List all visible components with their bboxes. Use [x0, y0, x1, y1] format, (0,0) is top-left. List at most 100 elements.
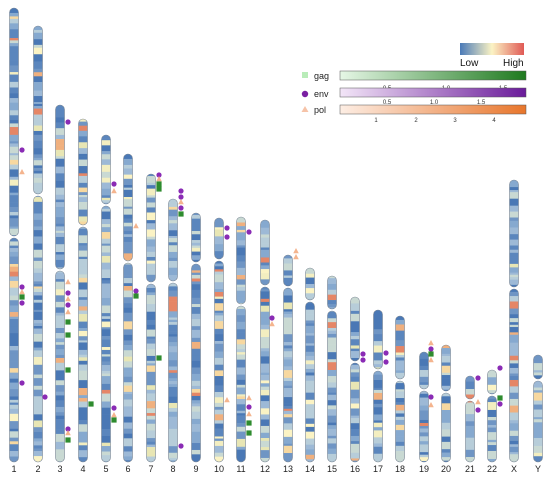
chromosome-bands [214, 218, 224, 462]
chromosome-q-arm-outline [350, 362, 360, 463]
chromosome-q-arm-outline [373, 370, 383, 463]
gag-marker [65, 367, 71, 373]
chromosome-label-6: 6 [125, 464, 130, 474]
pol-tick-1: 2 [414, 118, 418, 124]
env-marker [65, 119, 71, 125]
chromosome-group [9, 7, 543, 463]
pol-marker [224, 397, 230, 403]
chromosome-label-17: 17 [373, 464, 383, 474]
env-marker [428, 346, 434, 352]
env-marker [224, 234, 230, 240]
chromosome-q-arm-outline [214, 260, 224, 463]
chromosome-p-arm-outline [9, 7, 19, 237]
chromosome-bands [350, 297, 360, 462]
chromosome-8 [168, 198, 178, 463]
chromosome-label-18: 18 [395, 464, 405, 474]
chromosome-bands [373, 310, 383, 462]
chromosome-bands [283, 255, 293, 462]
env-marker [246, 404, 252, 410]
chromosome-label-12: 12 [260, 464, 270, 474]
chromosome-20 [441, 344, 451, 463]
chromosome-p-arm-outline [487, 369, 497, 395]
chromosome-label-3: 3 [57, 464, 62, 474]
chromosome-bands [419, 352, 429, 462]
chromosome-p-arm-outline [465, 375, 475, 400]
chromosome-q-arm-outline [509, 288, 519, 463]
chromosome-p-arm-outline [441, 344, 451, 392]
env-marker [475, 407, 481, 413]
chromosome-q-arm-outline [327, 310, 337, 463]
chromosome-q-arm-outline [55, 270, 65, 463]
chromosome-9 [191, 212, 201, 463]
env-marker [111, 405, 117, 411]
env-marker [65, 302, 71, 308]
chromosome-p-arm-outline [373, 309, 383, 370]
chromosome-14 [305, 267, 315, 463]
env-marker [224, 225, 230, 231]
env-legend-marker [301, 90, 309, 98]
chromosome-p-arm-outline [101, 134, 111, 205]
pol-marker [111, 412, 117, 418]
chromosome-label-22: 22 [487, 464, 497, 474]
chromosome-bands [55, 105, 65, 462]
chromosome-bands [441, 345, 451, 462]
pol-marker [156, 176, 162, 182]
density-legend: Low High [460, 43, 524, 69]
env-marker [19, 300, 25, 306]
gag-marker [19, 294, 25, 300]
chromosome-q-arm-outline [419, 390, 429, 463]
pol-marker [246, 395, 252, 401]
env-marker [383, 350, 389, 356]
chromosome-p-arm-outline [191, 212, 201, 263]
env-scale-bar [339, 87, 527, 98]
chromosome-label-X: X [511, 464, 517, 474]
chromosome-12 [260, 219, 270, 463]
chromosome-bands [191, 213, 201, 462]
gag-marker [428, 351, 434, 357]
env-marker [156, 172, 162, 178]
chromosome-bands [9, 8, 19, 462]
chromosome-label-9: 9 [193, 464, 198, 474]
chromosome-label-2: 2 [35, 464, 40, 474]
chromosome-p-arm-outline [419, 351, 429, 390]
chromosome-p-arm-outline [55, 104, 65, 270]
chromosome-q-arm-outline [78, 226, 88, 463]
chromosome-p-arm-outline [509, 179, 519, 288]
chromosome-q-arm-outline [9, 237, 19, 463]
gag-marker [111, 417, 117, 423]
chromosome-p-arm-outline [146, 173, 156, 283]
gag-scale-bar [339, 70, 527, 81]
gag-marker [246, 430, 252, 436]
pol-marker [178, 199, 184, 205]
env-marker [246, 229, 252, 235]
chromosome-label-16: 16 [350, 464, 360, 474]
chromosome-bands [305, 268, 315, 462]
chromosome-q-arm-outline [305, 301, 315, 463]
chromosome-q-arm-outline [146, 283, 156, 463]
gag-marker [156, 181, 162, 187]
chromosome-bands [33, 26, 43, 462]
gag-marker [497, 395, 503, 401]
chromosome-17 [373, 309, 383, 463]
env-legend-label: env [314, 89, 329, 99]
gag-marker [88, 401, 94, 407]
env-marker [383, 359, 389, 365]
density-low-label: Low [460, 58, 479, 69]
env-marker [360, 351, 366, 357]
chromosome-label-5: 5 [103, 464, 108, 474]
chromosome-label-14: 14 [305, 464, 315, 474]
pol-marker [65, 296, 71, 302]
chromosome-label-group: 1 2 3 4 5 6 7 8 9 10 11 12 13 14 15 16 17 18 19 20 21 22 X Y [11, 464, 541, 474]
env-marker [42, 394, 48, 400]
chromosome-p-arm-outline [214, 217, 224, 260]
chromosome-label-19: 19 [419, 464, 429, 474]
chromosome-bands [236, 217, 246, 462]
chromosome-bands [465, 376, 475, 462]
gag-marker [246, 420, 252, 426]
env-marker [19, 380, 25, 386]
pol-marker [133, 223, 139, 229]
chromosome-10 [214, 217, 224, 463]
gag-marker [65, 437, 71, 443]
env-marker [178, 205, 184, 211]
